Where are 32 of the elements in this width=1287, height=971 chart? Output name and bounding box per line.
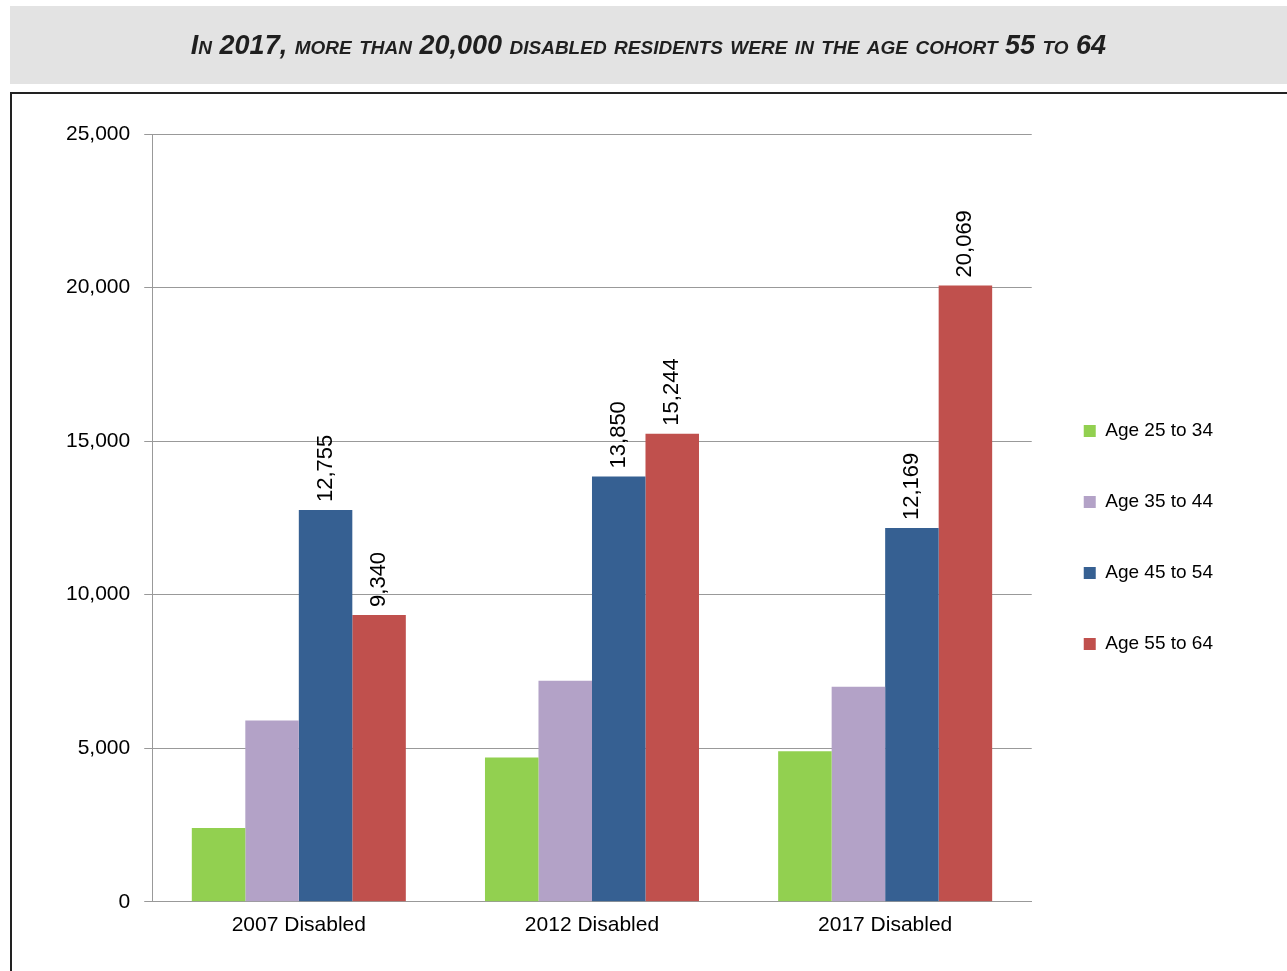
bar xyxy=(298,510,353,902)
data-label: 20,069 xyxy=(951,210,977,278)
y-tick-label: 0 xyxy=(118,888,131,912)
bar xyxy=(645,433,699,902)
bar xyxy=(831,686,886,902)
y-tick-label: 10,000 xyxy=(66,581,131,605)
bar xyxy=(245,720,299,902)
bar xyxy=(191,828,246,902)
bar xyxy=(591,476,646,902)
data-label: 15,244 xyxy=(658,358,684,426)
bar xyxy=(352,614,406,902)
y-tick-label: 15,000 xyxy=(66,427,131,451)
data-label: 9,340 xyxy=(365,551,391,607)
legend-label: Age 35 to 44 xyxy=(1105,490,1214,512)
bar xyxy=(938,285,993,902)
data-label: 12,169 xyxy=(897,452,923,521)
y-tick-label: 25,000 xyxy=(66,120,131,144)
x-tick-label: 2007 Disabled xyxy=(231,912,366,936)
bar xyxy=(538,680,592,902)
x-tick-label: 2012 Disabled xyxy=(524,912,660,936)
y-tick-label: 5,000 xyxy=(77,735,131,759)
data-label: 13,850 xyxy=(604,401,630,469)
x-tick-label: 2017 Disabled xyxy=(818,912,953,936)
y-tick-label: 20,000 xyxy=(66,274,131,298)
data-label: 12,755 xyxy=(311,434,337,503)
bar xyxy=(778,751,832,902)
chart-title: In 2017, more than 20,000 disabled residents were in the age cohort 55 to 64 xyxy=(10,6,1287,84)
bar xyxy=(885,528,939,902)
legend-label: Age 55 to 64 xyxy=(1105,632,1214,654)
legend-label: Age 25 to 34 xyxy=(1105,419,1214,441)
legend-label: Age 45 to 54 xyxy=(1105,561,1214,583)
bar xyxy=(484,757,539,902)
